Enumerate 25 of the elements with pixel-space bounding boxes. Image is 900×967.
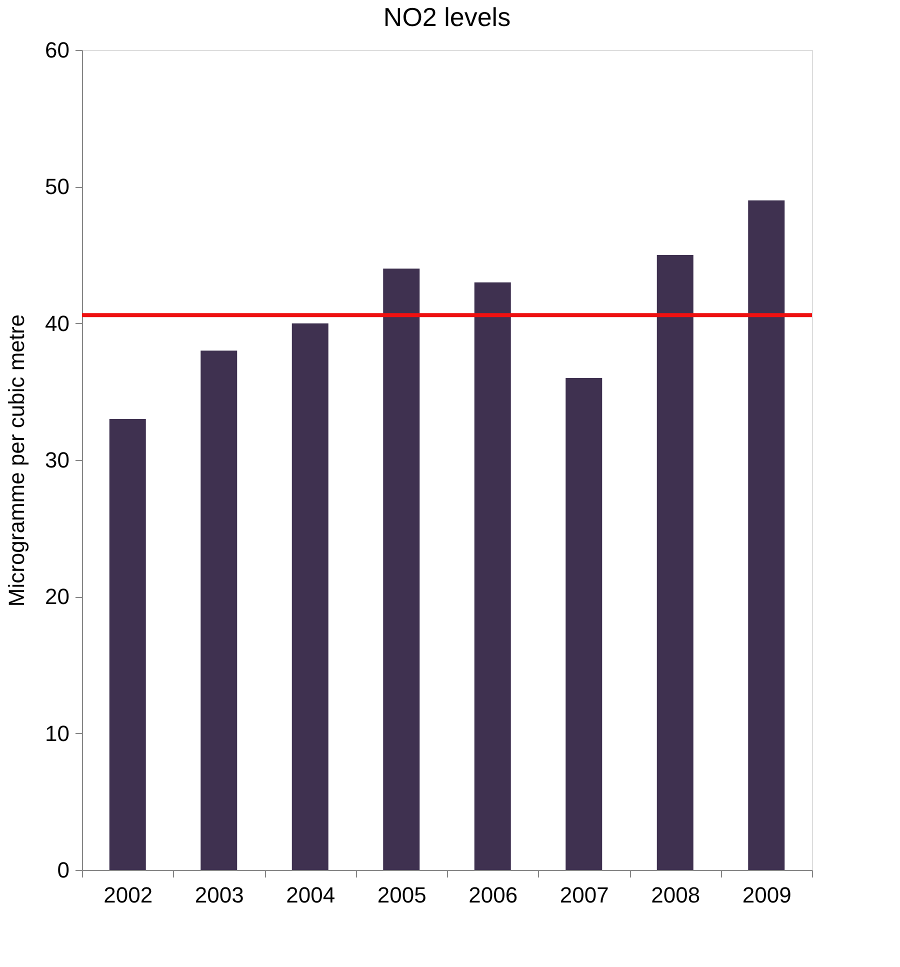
x-tick-label: 2003 <box>194 882 244 908</box>
x-tick-label: 2004 <box>286 882 336 908</box>
x-tick-label: 2002 <box>104 882 153 908</box>
bar <box>474 282 511 870</box>
x-tick-label: 2008 <box>651 882 700 908</box>
x-tick-label: 2007 <box>560 882 609 908</box>
y-tick-label: 20 <box>45 584 70 610</box>
y-tick-label: 30 <box>45 448 70 472</box>
y-tick-label: 50 <box>45 174 70 200</box>
bar <box>566 378 602 870</box>
y-tick-label: 10 <box>45 720 70 746</box>
bar <box>748 200 785 870</box>
x-tick-label: 2005 <box>377 882 426 908</box>
y-axis-title: Microgramme per cubic metre <box>4 314 30 607</box>
y-tick-label: 40 <box>45 310 70 336</box>
bar <box>200 350 238 870</box>
x-tick-label: 2009 <box>742 882 792 908</box>
chart-title: NO2 levels <box>383 2 511 32</box>
bar <box>292 323 328 870</box>
y-tick-label: 0 <box>57 858 70 882</box>
y-tick-label: 60 <box>45 38 70 62</box>
x-tick-label: 2006 <box>468 882 518 908</box>
bar <box>383 268 420 870</box>
bar <box>109 419 146 870</box>
bar <box>656 255 694 870</box>
